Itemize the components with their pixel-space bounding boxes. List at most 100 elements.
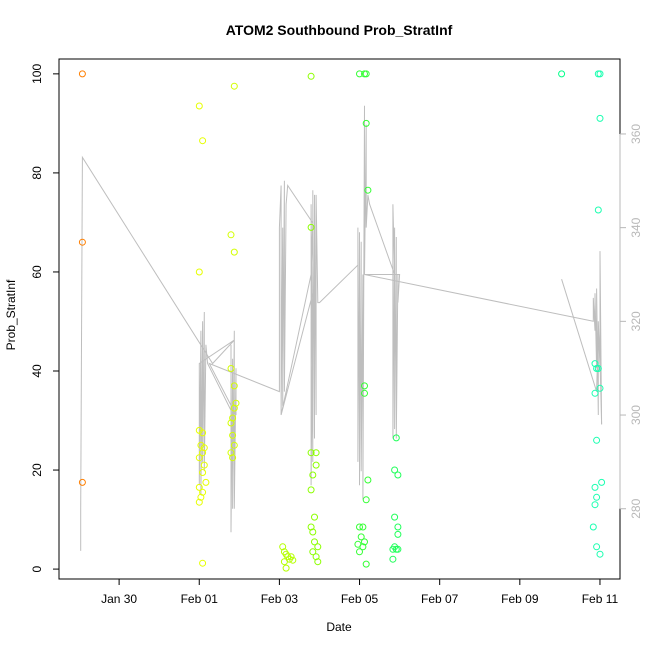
data-point bbox=[558, 70, 566, 78]
data-point bbox=[195, 268, 203, 276]
data-point bbox=[356, 548, 363, 556]
data-point bbox=[389, 545, 397, 553]
data-point bbox=[287, 553, 295, 561]
y-tick-label: 60 bbox=[30, 265, 44, 279]
data-point bbox=[312, 449, 320, 457]
data-point bbox=[356, 523, 363, 531]
data-point bbox=[593, 436, 601, 444]
data-point bbox=[311, 513, 318, 521]
data-point bbox=[394, 523, 402, 531]
y-tick-label: 100 bbox=[30, 64, 44, 84]
data-point bbox=[307, 523, 315, 531]
x-tick-label: Feb 03 bbox=[261, 592, 299, 606]
altitude-line-1 bbox=[80, 105, 603, 551]
data-point bbox=[230, 82, 238, 90]
data-point bbox=[197, 493, 205, 501]
data-point bbox=[361, 389, 368, 397]
x-tick-label: Feb 11 bbox=[582, 592, 619, 606]
data-point bbox=[392, 434, 400, 442]
data-point bbox=[591, 360, 599, 368]
data-point bbox=[591, 389, 599, 397]
y-tick-label: 0 bbox=[30, 565, 44, 572]
y-tick-label: 20 bbox=[30, 463, 44, 477]
data-point bbox=[598, 478, 606, 486]
data-point bbox=[394, 471, 402, 479]
data-point bbox=[307, 223, 315, 231]
data-point bbox=[314, 558, 322, 566]
data-point bbox=[394, 545, 402, 553]
data-point bbox=[309, 471, 317, 479]
x-axis-label: Date bbox=[326, 620, 352, 634]
data-point bbox=[591, 501, 599, 509]
right-axis-tick-label: 300 bbox=[629, 405, 643, 425]
data-point bbox=[356, 70, 363, 78]
altitude-line-2 bbox=[561, 279, 603, 425]
data-point bbox=[227, 231, 235, 239]
data-point bbox=[230, 441, 238, 449]
right-axis-tick-label: 320 bbox=[629, 311, 643, 331]
data-point bbox=[227, 365, 235, 372]
data-point bbox=[282, 564, 290, 572]
data-point bbox=[361, 538, 368, 546]
x-tick-label: Feb 05 bbox=[341, 592, 379, 606]
data-point bbox=[589, 523, 597, 531]
y-tick-label: 80 bbox=[30, 166, 44, 180]
data-point bbox=[362, 70, 370, 78]
data-point bbox=[195, 483, 203, 491]
data-point bbox=[199, 559, 207, 567]
data-point bbox=[309, 528, 317, 536]
data-point bbox=[364, 186, 372, 194]
data-point bbox=[229, 414, 237, 422]
data-point bbox=[312, 461, 320, 469]
data-point bbox=[389, 555, 397, 563]
data-point bbox=[199, 469, 207, 476]
data-point bbox=[195, 498, 203, 506]
data-point bbox=[596, 384, 604, 392]
data-point bbox=[312, 553, 320, 561]
data-point bbox=[229, 454, 237, 462]
data-point bbox=[359, 523, 367, 531]
data-point bbox=[78, 238, 86, 246]
points-layer bbox=[78, 70, 606, 572]
data-point bbox=[314, 543, 322, 551]
right-axis-tick-label: 340 bbox=[629, 217, 643, 237]
y-axis-label: Prob_StratInf bbox=[4, 279, 18, 350]
data-point bbox=[199, 137, 207, 145]
data-point bbox=[596, 70, 604, 78]
data-point bbox=[199, 488, 207, 496]
data-point bbox=[359, 543, 367, 551]
data-point bbox=[200, 444, 208, 452]
data-point bbox=[307, 449, 315, 457]
data-point bbox=[230, 248, 238, 256]
right-axis-tick-label: 280 bbox=[629, 498, 643, 518]
data-point bbox=[357, 533, 365, 541]
data-point bbox=[227, 449, 235, 457]
data-point bbox=[394, 530, 402, 538]
right-axis-tick-label: 360 bbox=[629, 124, 643, 144]
data-point bbox=[361, 382, 368, 390]
data-point bbox=[195, 454, 203, 462]
data-point bbox=[78, 478, 86, 486]
data-point bbox=[309, 548, 317, 556]
data-point bbox=[307, 72, 315, 80]
data-point bbox=[362, 496, 370, 504]
data-point bbox=[202, 478, 210, 486]
data-point bbox=[230, 404, 238, 412]
altitude-line-layer bbox=[80, 105, 603, 551]
data-point bbox=[596, 114, 604, 122]
data-point bbox=[229, 431, 237, 439]
x-tick-label: Feb 09 bbox=[501, 592, 539, 606]
data-point bbox=[391, 513, 399, 521]
data-point bbox=[289, 556, 297, 564]
data-point bbox=[307, 486, 315, 494]
data-point bbox=[199, 449, 207, 457]
data-point bbox=[311, 538, 318, 546]
data-point bbox=[232, 399, 240, 407]
x-tick-label: Jan 30 bbox=[101, 592, 137, 606]
data-point bbox=[280, 558, 288, 566]
data-point bbox=[593, 543, 601, 551]
data-point bbox=[596, 550, 604, 558]
x-tick-label: Feb 01 bbox=[181, 592, 219, 606]
data-point bbox=[78, 70, 86, 78]
